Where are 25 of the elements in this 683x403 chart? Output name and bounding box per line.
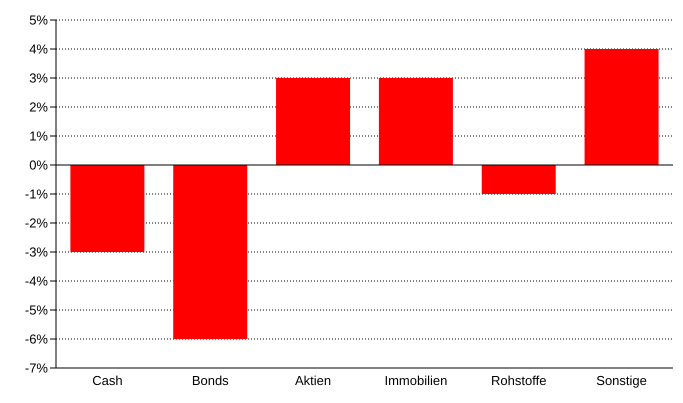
bar — [584, 49, 659, 165]
x-tick-label: Sonstige — [596, 373, 647, 388]
y-tick-label: -3% — [24, 244, 48, 260]
bar — [173, 165, 248, 339]
y-tick-label: -6% — [24, 332, 48, 347]
y-tick-label: -7% — [24, 360, 48, 376]
y-tick-label: 3% — [29, 70, 48, 86]
y-tick-label: -5% — [24, 302, 48, 318]
y-tick-label: 2% — [29, 100, 48, 115]
bar — [482, 165, 556, 194]
x-tick-label: Rohstoffe — [491, 373, 546, 388]
x-tick-label: Immobilien — [384, 373, 448, 388]
y-tick-label: 4% — [29, 42, 48, 57]
y-tick-label: 1% — [29, 128, 48, 144]
bar — [276, 78, 350, 165]
y-tick-label: 5% — [29, 12, 48, 28]
bar — [70, 165, 144, 252]
y-tick-label: -2% — [24, 216, 48, 231]
y-tick-label: 0% — [29, 158, 48, 173]
x-tick-label: Cash — [92, 373, 123, 388]
x-tick-label: Bonds — [192, 373, 230, 388]
x-tick-label: Aktien — [295, 373, 332, 388]
y-tick-label: -4% — [24, 274, 48, 289]
y-tick-label: -1% — [24, 186, 48, 202]
bar — [378, 78, 453, 165]
